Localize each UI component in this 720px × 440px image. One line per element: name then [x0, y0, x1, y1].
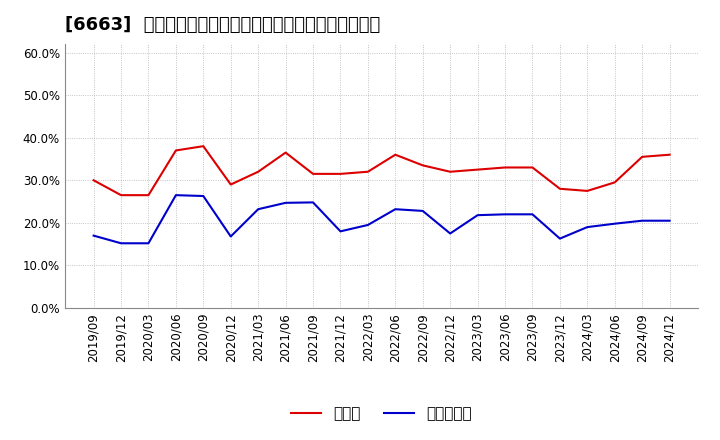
- 現預金: [391, 152, 400, 158]
- 有利子負債: [583, 224, 592, 230]
- 有利子負債: [89, 233, 98, 238]
- 有利子負債: [199, 193, 207, 198]
- 現預金: [446, 169, 454, 174]
- 現預金: [364, 169, 372, 174]
- 現預金: [473, 167, 482, 172]
- 有利子負債: [117, 241, 125, 246]
- Legend: 現預金, 有利子負債: 現預金, 有利子負債: [284, 400, 479, 427]
- 有利子負債: [254, 206, 263, 212]
- Line: 有利子負債: 有利子負債: [94, 195, 670, 243]
- 有利子負債: [418, 208, 427, 213]
- 有利子負債: [528, 212, 537, 217]
- 現預金: [199, 143, 207, 149]
- 現預金: [665, 152, 674, 158]
- 有利子負債: [282, 200, 290, 205]
- 現預金: [336, 171, 345, 176]
- 現預金: [309, 171, 318, 176]
- 有利子負債: [556, 236, 564, 241]
- 現預金: [528, 165, 537, 170]
- 有利子負債: [611, 221, 619, 226]
- 現預金: [583, 188, 592, 194]
- 有利子負債: [638, 218, 647, 224]
- 現預金: [418, 163, 427, 168]
- 有利子負債: [309, 200, 318, 205]
- 有利子負債: [336, 229, 345, 234]
- 現預金: [254, 169, 263, 174]
- 有利子負債: [665, 218, 674, 224]
- 現預金: [282, 150, 290, 155]
- 現預金: [144, 193, 153, 198]
- 現預金: [89, 178, 98, 183]
- 有利子負債: [144, 241, 153, 246]
- 現預金: [638, 154, 647, 159]
- Text: [6663]  現預金、有利子負債の総資産に対する比率の推移: [6663] 現預金、有利子負債の総資産に対する比率の推移: [65, 16, 380, 34]
- 現預金: [611, 180, 619, 185]
- 有利子負債: [171, 193, 180, 198]
- 有利子負債: [500, 212, 509, 217]
- 有利子負債: [473, 213, 482, 218]
- 現預金: [117, 193, 125, 198]
- 現預金: [556, 186, 564, 191]
- 現預金: [226, 182, 235, 187]
- 有利子負債: [391, 206, 400, 212]
- 現預金: [500, 165, 509, 170]
- 有利子負債: [364, 222, 372, 227]
- 有利子負債: [226, 234, 235, 239]
- 有利子負債: [446, 231, 454, 236]
- Line: 現預金: 現預金: [94, 146, 670, 195]
- 現預金: [171, 148, 180, 153]
